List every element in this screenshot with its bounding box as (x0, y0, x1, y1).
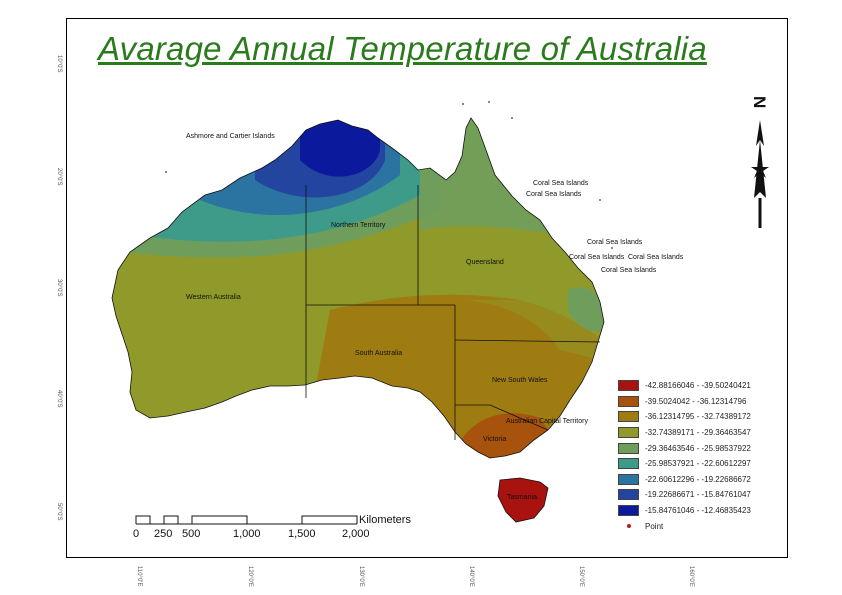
legend-swatch (618, 458, 639, 470)
offshore-points (165, 101, 613, 249)
legend-swatch (618, 395, 639, 407)
north-arrow-letter: N (750, 96, 769, 108)
legend-label: -39.5024042 - -36.12314796 (645, 396, 747, 406)
legend-swatch (618, 411, 639, 423)
legend-item: -36.12314795 - -32.74389172 (618, 409, 778, 425)
label-northern-territory: Northern Territory (331, 222, 386, 229)
scale-tick: 0 (133, 528, 140, 540)
label-coral-2: Coral Sea Islands (526, 191, 582, 198)
scale-bar (135, 515, 358, 525)
legend-item: -29.36463546 - -25.98537922 (618, 440, 778, 456)
north-arrow: N (750, 96, 769, 228)
state-borders (305, 185, 601, 440)
legend-item: -25.98537921 - -22.60612297 (618, 456, 778, 472)
svg-text:20°0'S: 20°0'S (56, 168, 62, 186)
label-coral-1: Coral Sea Islands (533, 180, 589, 187)
label-ashmore: Ashmore and Cartier Islands (186, 133, 275, 140)
svg-text:40°0'S: 40°0'S (56, 390, 62, 408)
scale-tick: 250 (154, 528, 173, 540)
legend-swatch (618, 442, 639, 454)
legend-point-item: Point (618, 519, 778, 533)
legend-swatch (618, 380, 639, 392)
legend-item: -42.88166046 - -39.50240421 (618, 378, 778, 394)
scale-unit-label: Kilometers (359, 514, 411, 526)
legend-label: -42.88166046 - -39.50240421 (645, 381, 751, 391)
scale-tick: 500 (182, 528, 201, 540)
legend-label: -29.36463546 - -25.98537922 (645, 443, 751, 453)
tasmania (497, 477, 549, 523)
label-victoria: Victoria (483, 436, 506, 443)
legend-swatch (618, 427, 639, 439)
svg-text:140°0'E: 140°0'E (468, 566, 474, 587)
svg-text:50°0'S: 50°0'S (56, 503, 62, 521)
legend-item: -32.74389171 - -29.36463547 (618, 425, 778, 441)
svg-text:160°0'E: 160°0'E (688, 566, 694, 587)
label-new-south-wales: New South Wales (492, 377, 548, 384)
legend-label: -15.84761046 - -12.46835423 (645, 506, 751, 516)
legend-item: -39.5024042 - -36.12314796 (618, 394, 778, 410)
label-coral-4: Coral Sea Islands (569, 254, 625, 261)
label-coral-5: Coral Sea Islands (628, 254, 684, 261)
point-icon (618, 521, 639, 532)
svg-text:10°0'S: 10°0'S (56, 55, 62, 73)
legend-label: -32.74389171 - -29.36463547 (645, 428, 751, 438)
label-western-australia: Western Australia (186, 294, 241, 301)
longitude-labels: 110°0'E 120°0'E 130°0'E 140°0'E 150°0'E … (136, 566, 694, 587)
label-south-australia: South Australia (355, 350, 402, 357)
legend-item: -15.84761046 - -12.46835423 (618, 503, 778, 519)
legend-item: -22.60612296 - -19.22686672 (618, 472, 778, 488)
svg-text:30°0'S: 30°0'S (56, 279, 62, 297)
legend-point-label: Point (645, 521, 664, 531)
svg-text:150°0'E: 150°0'E (578, 566, 584, 587)
legend-label: -22.60612296 - -19.22686672 (645, 474, 751, 484)
scale-tick: 1,500 (288, 528, 316, 540)
label-coral-3: Coral Sea Islands (587, 239, 643, 246)
label-coral-6: Coral Sea Islands (601, 267, 657, 274)
latitude-labels: 10°0'S 20°0'S 30°0'S 40°0'S 50°0'S (56, 55, 62, 521)
svg-text:130°0'E: 130°0'E (358, 566, 364, 587)
legend-label: -25.98537921 - -22.60612297 (645, 459, 751, 469)
legend-item: -19.22686671 - -15.84761047 (618, 487, 778, 503)
legend-swatch (618, 489, 639, 501)
label-queensland: Queensland (466, 259, 504, 266)
legend-swatch (618, 473, 639, 485)
legend-swatch (618, 505, 639, 517)
svg-text:120°0'E: 120°0'E (247, 566, 253, 587)
label-act: Australian Capital Territory (506, 418, 588, 425)
scale-tick: 1,000 (233, 528, 261, 540)
label-tasmania: Tasmania (507, 494, 537, 501)
legend-label: -19.22686671 - -15.84761047 (645, 490, 751, 500)
scale-tick: 2,000 (342, 528, 370, 540)
legend: -42.88166046 - -39.50240421 -39.5024042 … (618, 378, 778, 533)
svg-text:110°0'E: 110°0'E (136, 566, 142, 586)
legend-label: -36.12314795 - -32.74389172 (645, 412, 751, 422)
map-title: Avarage Annual Temperature of Australia (98, 30, 707, 67)
